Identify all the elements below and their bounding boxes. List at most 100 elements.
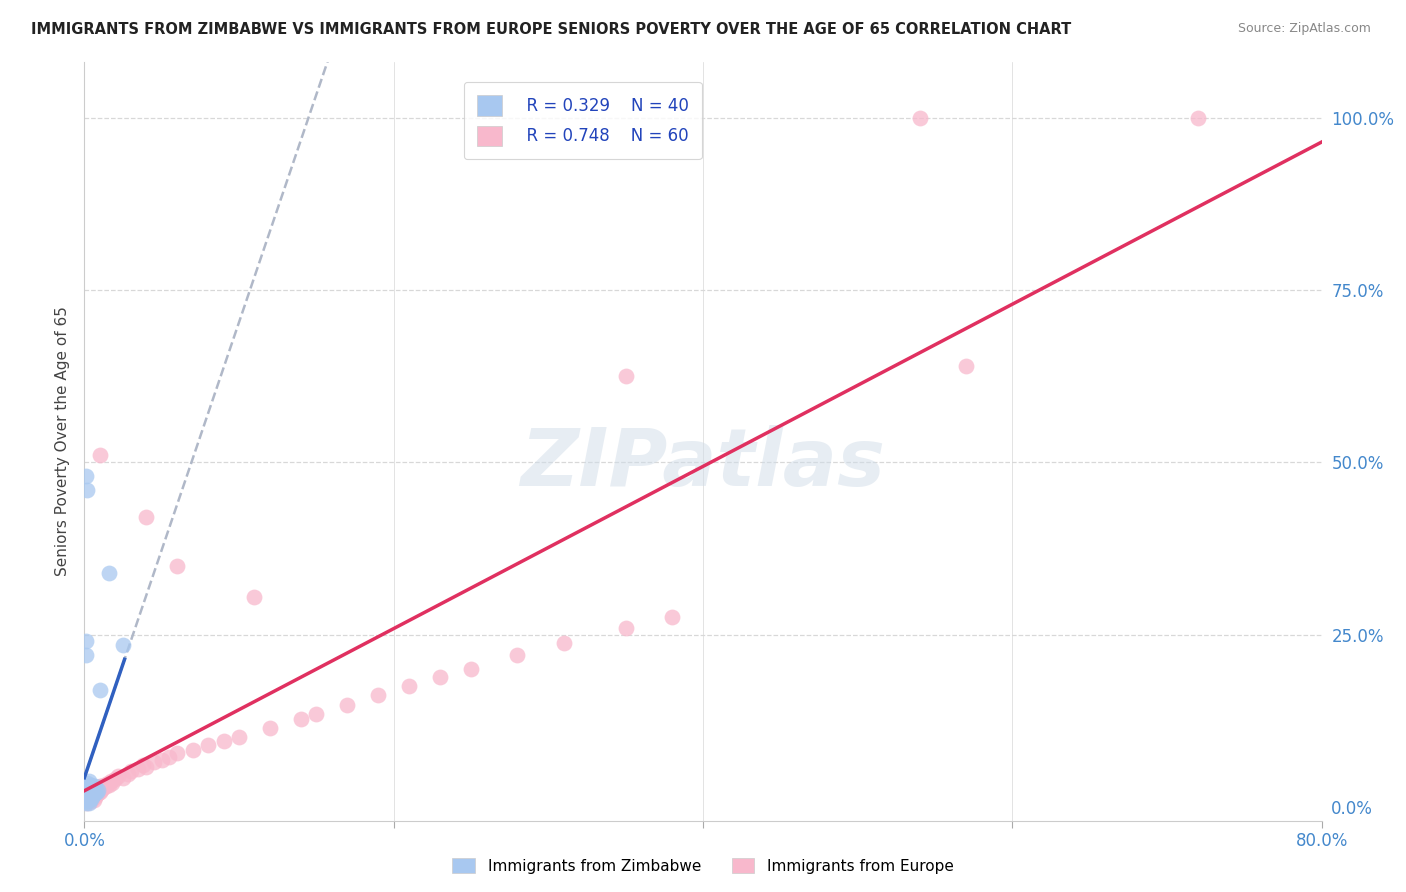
Point [82,780,104,795]
Point [107,769,129,783]
Point [79,789,101,804]
Point [89,682,111,697]
Point [84,786,107,800]
Point [197,738,219,752]
Point [259,721,281,735]
Point [75,797,97,811]
Point [101,776,124,790]
Point [91,780,114,795]
Point [86,788,108,802]
Point [76,776,98,790]
Point [87,780,110,795]
Point [77,782,100,797]
Point [429,670,451,684]
Point [76,785,98,799]
Point [98,778,121,792]
Point [83,786,105,800]
Point [75,782,97,797]
Point [76,788,98,802]
Point [86,782,108,797]
Point [79,794,101,808]
Text: Source: ZipAtlas.com: Source: ZipAtlas.com [1237,22,1371,36]
Point [661,610,683,624]
Point [86,785,108,799]
Point [89,779,111,793]
Point [100,773,122,788]
Point [79,791,101,805]
Point [398,679,420,693]
Point [112,771,135,785]
Point [87,786,110,800]
Point [75,794,97,808]
Point [75,779,97,793]
Point [76,780,98,795]
Point [159,750,180,764]
Point [84,789,107,804]
Point [243,590,266,604]
Point [166,558,188,573]
Point [89,785,111,799]
Point [166,746,188,760]
Legend: Immigrants from Zimbabwe, Immigrants from Europe: Immigrants from Zimbabwe, Immigrants fro… [446,852,960,880]
Point [77,779,100,793]
Point [98,566,121,580]
Point [132,758,155,772]
Point [614,621,637,635]
Point [76,794,98,808]
Point [76,797,98,811]
Point [76,483,98,497]
Point [460,662,482,676]
Point [77,793,100,807]
Point [83,782,105,797]
Y-axis label: Seniors Poverty Over the Age of 65: Seniors Poverty Over the Age of 65 [55,307,70,576]
Point [87,782,110,797]
Point [82,791,104,805]
Point [614,369,637,384]
Legend:   R = 0.329    N = 40,   R = 0.748    N = 60: R = 0.329 N = 40, R = 0.748 N = 60 [464,82,702,160]
Point [76,791,98,805]
Point [143,755,166,769]
Point [77,786,100,800]
Point [79,778,101,792]
Point [135,760,157,774]
Point [77,773,100,788]
Point [82,788,104,802]
Point [77,793,100,807]
Point [75,786,97,800]
Point [75,789,97,804]
Point [908,111,931,125]
Point [228,730,250,744]
Point [305,706,328,721]
Point [120,764,142,778]
Point [181,743,204,757]
Text: ZIPatlas: ZIPatlas [520,425,886,503]
Point [135,510,157,524]
Point [84,785,107,799]
Point [93,778,115,792]
Point [150,753,173,767]
Point [290,712,312,726]
Point [77,797,100,811]
Point [77,789,100,804]
Point [553,636,575,650]
Point [79,788,101,802]
Point [94,779,117,793]
Point [506,648,529,663]
Point [89,448,111,462]
Point [1187,111,1209,125]
Point [212,734,235,748]
Point [367,688,389,702]
Point [75,648,97,663]
Point [75,634,97,648]
Point [955,359,977,373]
Point [75,469,97,483]
Point [104,772,127,787]
Point [79,782,101,797]
Point [112,638,135,652]
Point [90,782,112,797]
Point [75,793,97,807]
Text: IMMIGRANTS FROM ZIMBABWE VS IMMIGRANTS FROM EUROPE SENIORS POVERTY OVER THE AGE : IMMIGRANTS FROM ZIMBABWE VS IMMIGRANTS F… [31,22,1071,37]
Point [83,788,105,802]
Point [127,762,149,776]
Point [84,779,107,793]
